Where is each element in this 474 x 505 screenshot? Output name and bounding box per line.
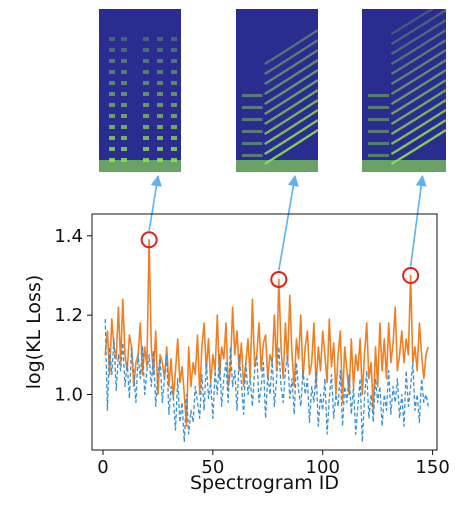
x-tick-label: 100 [306,457,340,478]
plot-frame [91,213,438,451]
callout-arrow-2 [277,174,299,271]
peak-markers [140,231,420,288]
spectrogram-inset-3 [362,9,446,172]
spectrogram-insets [99,9,446,172]
x-axis-label: Spectrogram ID [190,472,339,494]
x-tick-label: 150 [415,457,449,478]
y-tick-label: 1.0 [54,384,83,405]
peak-circle-1 [140,231,158,249]
spectrogram-inset-2 [236,9,318,172]
x-tick-label: 50 [201,457,224,478]
dashed-series-line [104,319,429,443]
callout-arrow-1 [148,174,162,231]
spectrogram-background [236,9,318,172]
peak-circle-3 [402,266,420,284]
spectrogram-inset-1 [99,9,181,172]
y-axis-ticks: 1.0 1.2 1.4 [54,226,92,405]
plot-area: 0 50 100 150 1.0 1.2 1.4 [54,213,450,478]
spectrogram-background [362,9,446,172]
peak-circle-2 [270,270,288,288]
y-axis-label: log(KL Loss) [23,275,45,390]
callout-arrows [148,174,427,271]
x-tick-label: 0 [97,457,108,478]
x-axis-ticks: 0 50 100 150 [97,450,450,478]
callout-arrow-3 [409,174,427,267]
spectrogram-background [99,9,181,172]
solid-series-line [104,239,429,428]
series-layer [104,239,429,443]
y-tick-label: 1.4 [54,226,83,247]
y-tick-label: 1.2 [54,305,83,326]
